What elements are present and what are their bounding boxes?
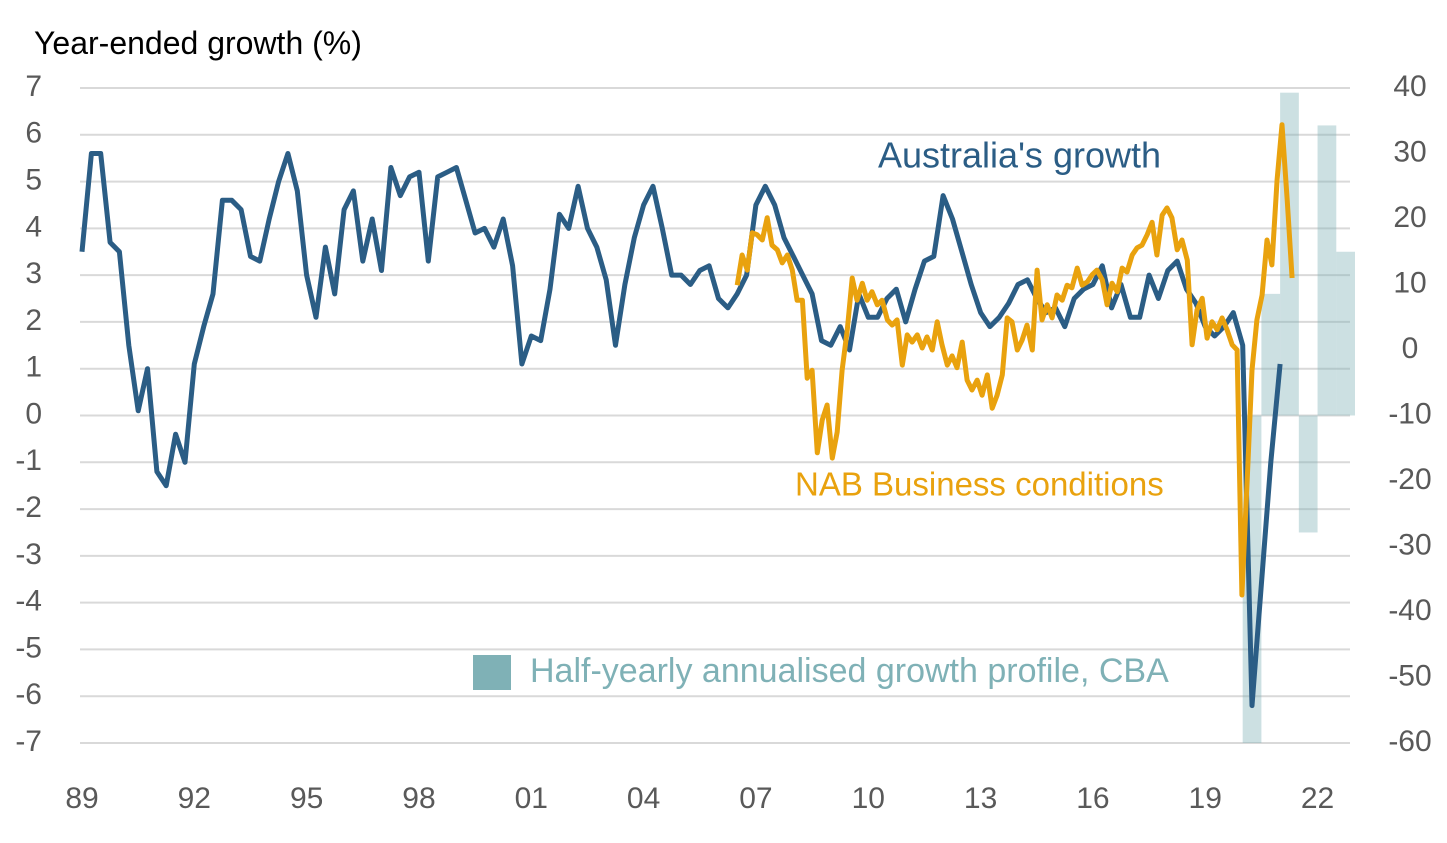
y2-tick-label: 20 bbox=[1393, 201, 1426, 234]
y-tick-label: -1 bbox=[15, 444, 42, 477]
y2-tick-label: -40 bbox=[1388, 594, 1431, 627]
y-tick-label: 7 bbox=[25, 70, 42, 103]
x-tick-label: 98 bbox=[402, 782, 435, 815]
y-tick-label: -6 bbox=[15, 678, 42, 711]
x-tick-label: 89 bbox=[65, 782, 98, 815]
y-tick-label: 5 bbox=[25, 163, 42, 196]
bar bbox=[1336, 251, 1355, 416]
y2-tick-label: -50 bbox=[1388, 659, 1431, 692]
y-tick-label: 4 bbox=[25, 210, 42, 243]
y-axis-title: Year-ended growth (%) bbox=[34, 25, 362, 61]
x-tick-label: 13 bbox=[964, 782, 997, 815]
y2-tick-label: -30 bbox=[1388, 528, 1431, 561]
x-tick-label: 01 bbox=[515, 782, 548, 815]
y2-tick-label: -60 bbox=[1388, 725, 1431, 758]
y-tick-label: 3 bbox=[25, 257, 42, 290]
x-tick-label: 10 bbox=[852, 782, 885, 815]
x-tick-label: 16 bbox=[1076, 782, 1109, 815]
x-tick-label: 07 bbox=[739, 782, 772, 815]
y-tick-label: -7 bbox=[15, 725, 42, 758]
y-tick-label: -3 bbox=[15, 538, 42, 571]
bar bbox=[1317, 125, 1337, 416]
x-tick-label: 22 bbox=[1301, 782, 1334, 815]
y2-tick-label: 40 bbox=[1393, 70, 1426, 103]
x-tick-label: 92 bbox=[178, 782, 211, 815]
y-tick-label: 0 bbox=[25, 397, 42, 430]
x-tick-label: 95 bbox=[290, 782, 323, 815]
y-tick-label: -4 bbox=[15, 585, 42, 618]
y2-tick-label: 30 bbox=[1393, 135, 1426, 168]
legend-swatch bbox=[473, 655, 511, 690]
line bbox=[734, 122, 1295, 598]
bar bbox=[1298, 415, 1318, 533]
bar bbox=[1261, 293, 1281, 416]
line bbox=[79, 151, 1283, 709]
y2-tick-label: -10 bbox=[1388, 397, 1431, 430]
y2-tick-label: 0 bbox=[1402, 332, 1419, 365]
y-tick-label: -2 bbox=[15, 491, 42, 524]
y-tick-label: -5 bbox=[15, 631, 42, 664]
y2-tick-label: -20 bbox=[1388, 463, 1431, 496]
series-label: Australia's growth bbox=[878, 135, 1161, 176]
y2-tick-label: 10 bbox=[1393, 266, 1426, 299]
legend-label: Half-yearly annualised growth profile, C… bbox=[530, 652, 1169, 690]
x-tick-label: 19 bbox=[1189, 782, 1222, 815]
y-tick-label: 6 bbox=[25, 117, 42, 150]
x-tick-label: 04 bbox=[627, 782, 660, 815]
y-tick-label: 2 bbox=[25, 304, 42, 337]
series-label: NAB Business conditions bbox=[795, 466, 1164, 503]
y-tick-label: 1 bbox=[25, 351, 42, 384]
